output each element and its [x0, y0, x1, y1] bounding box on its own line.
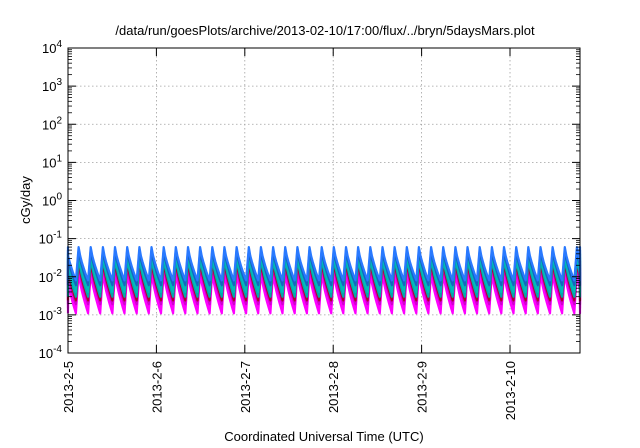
y-tick-label: 10-3: [39, 306, 63, 323]
x-tick-label: 2013-2-7: [238, 361, 253, 413]
x-tick-label: 2013-2-8: [326, 361, 341, 413]
y-tick-label: 103: [42, 77, 62, 94]
y-tick-label: 100: [42, 192, 62, 209]
y-tick-label: 10-1: [39, 230, 63, 247]
series-group: [66, 246, 582, 315]
ticks: [67, 47, 580, 354]
x-axis-label: Coordinated Universal Time (UTC): [224, 429, 423, 444]
x-tick-label: 2013-2-9: [415, 361, 430, 413]
series-line: [66, 246, 582, 282]
x-tick-label: 2013-2-6: [149, 361, 164, 413]
series-line: [66, 252, 582, 293]
x-tick-label: 2013-2-10: [503, 361, 518, 420]
x-tick-label: 2013-2-5: [61, 361, 76, 413]
grid: [68, 48, 580, 353]
x-tick-labels: 2013-2-5 2013-2-6 2013-2-7 2013-2-8 2013-2-9…: [61, 361, 518, 420]
y-axis-label: cGy/day: [18, 176, 33, 224]
chart-title: /data/run/goesPlots/archive/2013-02-10/1…: [115, 23, 535, 38]
y-tick-labels: 10-4 10-3 10-2 10-1 100 101 102 103 104: [39, 39, 63, 361]
y-tick-label: 102: [42, 115, 62, 132]
y-tick-label: 101: [42, 153, 62, 170]
y-tick-label: 10-2: [39, 268, 63, 285]
y-tick-label: 104: [42, 39, 62, 56]
y-tick-label: 10-4: [39, 344, 63, 361]
